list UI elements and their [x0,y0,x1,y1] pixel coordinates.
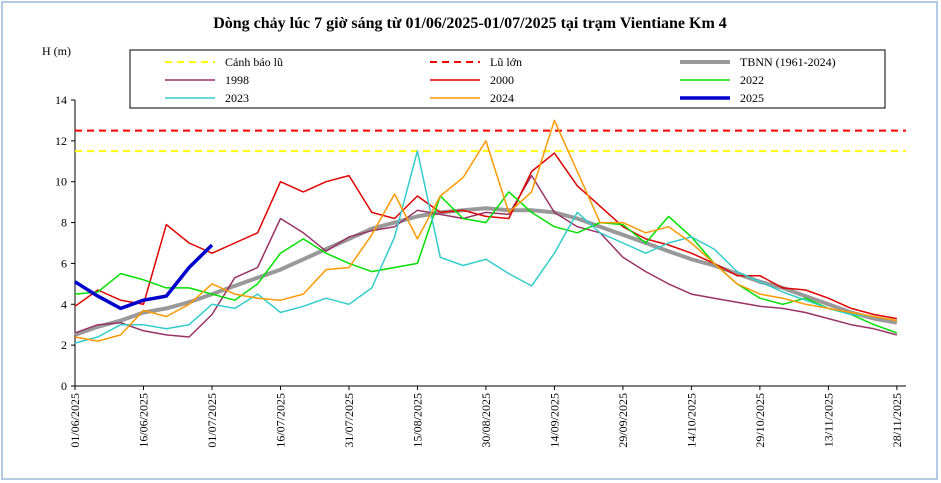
y-tick-label: 14 [55,93,67,107]
legend-label: 2022 [740,73,764,87]
x-tick-label: 01/07/2025 [205,393,219,448]
x-tick-label: 16/06/2025 [136,393,150,448]
series-line [74,243,214,311]
legend-box [129,49,886,109]
y-axis-label: H (m) [42,44,71,58]
x-tick-label: 31/07/2025 [342,393,356,448]
series-line [74,174,898,338]
legend-label: 2024 [490,91,514,105]
legend-label: Lũ lớn [490,55,522,69]
legend-label: 2025 [740,91,764,105]
legend-label: 2023 [225,91,249,105]
y-tick-label: 2 [61,338,67,352]
series-line [74,119,898,342]
y-tick-label: 4 [61,297,67,311]
x-tick-label: 01/06/2025 [68,393,82,448]
x-tick-label: 16/07/2025 [273,393,287,448]
x-tick-label: 13/11/2025 [821,393,835,447]
y-tick-label: 8 [61,216,67,230]
chart-title: Dòng chảy lúc 7 giờ sáng từ 01/06/2025-0… [213,15,727,32]
y-tick-label: 12 [55,134,67,148]
x-tick-label: 14/09/2025 [547,393,561,448]
y-tick-label: 0 [61,379,67,393]
x-tick-label: 29/09/2025 [616,393,630,448]
x-tick-label: 29/10/2025 [753,393,767,448]
series-line [74,152,898,320]
legend-label: Cảnh báo lũ [225,55,283,69]
x-tick-label: 15/08/2025 [410,393,424,448]
legend-label: 2000 [490,73,514,87]
series-line [74,150,898,344]
x-tick-label: 30/08/2025 [479,393,493,448]
series-line [74,191,898,334]
y-tick-label: 6 [61,256,67,270]
x-tick-label: 14/10/2025 [684,393,698,448]
x-tick-label: 28/11/2025 [890,393,904,447]
y-tick-label: 10 [55,175,67,189]
legend-label: 1998 [225,73,249,87]
legend-label: TBNN (1961-2024) [740,55,836,69]
